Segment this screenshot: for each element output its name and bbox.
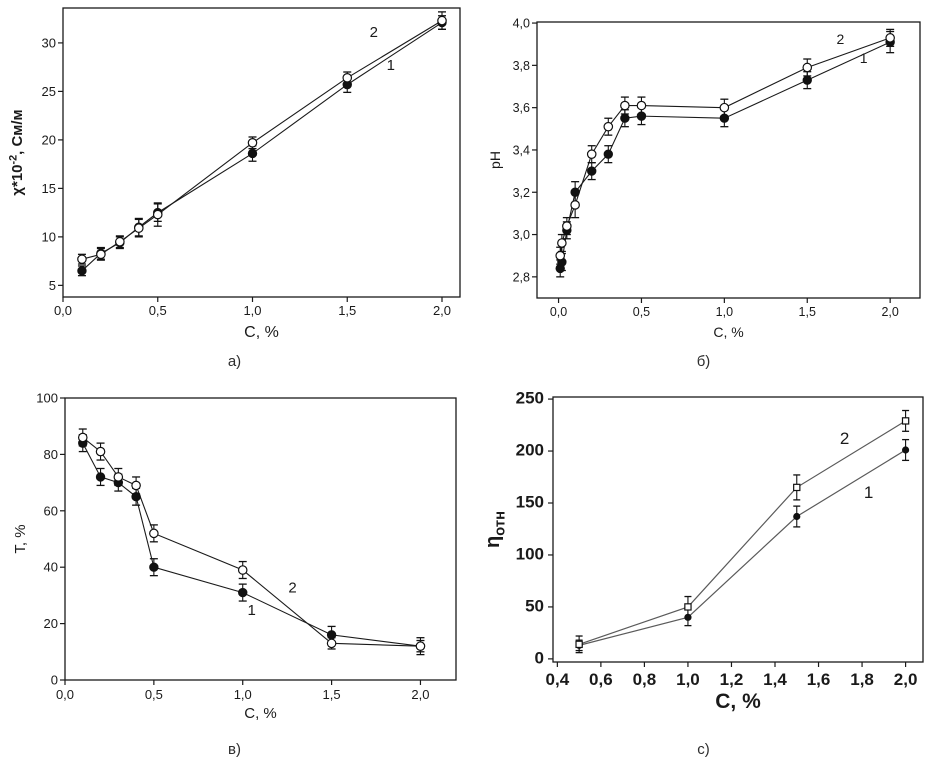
chart-b: 0,0 0,5 1,0 1,5 2,0 2,8 3,0 3,2 3,4 3,6 3,8 4,0 C, %… bbox=[469, 0, 938, 388]
chart-c-plot: 0,4 0,6 0,8 1,0 1,2 1,4 1,6 1,8 2,0 0 50 100 150 200 2… bbox=[482, 389, 924, 713]
svg-text:20: 20 bbox=[42, 132, 56, 147]
svg-text:1: 1 bbox=[387, 57, 395, 74]
chart-b-plot: 0,0 0,5 1,0 1,5 2,0 2,8 3,0 3,2 3,4 3,6 3,8 4,0 C, %… bbox=[487, 17, 921, 340]
svg-text:T, %: T, % bbox=[12, 524, 29, 553]
svg-text:2,8: 2,8 bbox=[513, 270, 530, 284]
svg-text:2,0: 2,0 bbox=[894, 670, 918, 689]
svg-text:4,0: 4,0 bbox=[513, 17, 530, 31]
svg-text:1,4: 1,4 bbox=[763, 670, 787, 689]
chart-b-caption: б) bbox=[696, 353, 711, 370]
svg-text:250: 250 bbox=[516, 389, 544, 408]
svg-text:C, %: C, % bbox=[713, 324, 743, 340]
svg-text:5: 5 bbox=[49, 278, 56, 293]
svg-text:χ*10-2, См/м: χ*10-2, См/м bbox=[7, 109, 26, 195]
svg-text:3,8: 3,8 bbox=[513, 59, 530, 73]
svg-text:3,4: 3,4 bbox=[513, 143, 530, 157]
svg-text:10: 10 bbox=[42, 229, 56, 244]
svg-text:1,5: 1,5 bbox=[323, 687, 341, 702]
chart-v-caption: в) bbox=[228, 741, 241, 758]
chart-a: 0,0 0,5 1,0 1,5 2,0 5 10 15 20 25 30 C, % χ*10-2, См… bbox=[0, 0, 469, 388]
svg-text:15: 15 bbox=[42, 181, 56, 196]
svg-text:0,5: 0,5 bbox=[149, 303, 167, 318]
svg-text:0,4: 0,4 bbox=[546, 670, 570, 689]
svg-text:20: 20 bbox=[44, 616, 58, 631]
svg-text:25: 25 bbox=[42, 84, 56, 99]
svg-text:1,0: 1,0 bbox=[676, 670, 700, 689]
svg-text:1,5: 1,5 bbox=[799, 305, 816, 319]
svg-text:C, %: C, % bbox=[244, 324, 279, 341]
svg-text:0,5: 0,5 bbox=[145, 687, 163, 702]
svg-text:1: 1 bbox=[247, 602, 255, 619]
svg-text:0,8: 0,8 bbox=[633, 670, 657, 689]
svg-text:1,5: 1,5 bbox=[338, 303, 356, 318]
chart-a-plot: 0,0 0,5 1,0 1,5 2,0 5 10 15 20 25 30 C, % χ*10-2, См… bbox=[7, 7, 461, 341]
svg-text:80: 80 bbox=[44, 447, 58, 462]
svg-text:1,2: 1,2 bbox=[720, 670, 744, 689]
svg-text:1,0: 1,0 bbox=[716, 305, 733, 319]
svg-text:1: 1 bbox=[860, 50, 868, 66]
svg-text:2,0: 2,0 bbox=[411, 687, 429, 702]
chart-c: 0,4 0,6 0,8 1,0 1,2 1,4 1,6 1,8 2,0 0 50 100 150 200 2… bbox=[469, 388, 938, 776]
svg-text:ηотн: ηотн bbox=[482, 511, 509, 548]
chart-a-caption: а) bbox=[227, 353, 242, 370]
chart-v-plot: 0,0 0,5 1,0 1,5 2,0 0 20 40 60 80 100 C, % T, % 2 1 bbox=[12, 391, 457, 722]
svg-text:100: 100 bbox=[36, 391, 58, 406]
svg-text:0,0: 0,0 bbox=[550, 305, 567, 319]
svg-text:60: 60 bbox=[44, 503, 58, 518]
svg-text:2: 2 bbox=[837, 31, 845, 47]
svg-text:2: 2 bbox=[840, 429, 849, 448]
svg-text:2: 2 bbox=[288, 580, 296, 597]
svg-text:30: 30 bbox=[42, 35, 56, 50]
svg-text:200: 200 bbox=[516, 441, 544, 460]
svg-text:0,6: 0,6 bbox=[589, 670, 613, 689]
svg-text:100: 100 bbox=[516, 544, 544, 563]
svg-text:2,0: 2,0 bbox=[881, 305, 898, 319]
svg-text:0,5: 0,5 bbox=[633, 305, 650, 319]
svg-text:2,0: 2,0 bbox=[433, 303, 451, 318]
svg-text:1: 1 bbox=[864, 483, 873, 502]
svg-text:1,8: 1,8 bbox=[850, 670, 874, 689]
svg-text:3,6: 3,6 bbox=[513, 101, 530, 115]
svg-text:1,0: 1,0 bbox=[243, 303, 261, 318]
svg-text:C, %: C, % bbox=[244, 705, 277, 722]
chart-v: 0,0 0,5 1,0 1,5 2,0 0 20 40 60 80 100 C, % T, % 2 1 в) bbox=[0, 388, 469, 776]
svg-text:3,2: 3,2 bbox=[513, 186, 530, 200]
svg-text:pH: pH bbox=[487, 151, 503, 169]
svg-text:1,6: 1,6 bbox=[807, 670, 831, 689]
svg-text:50: 50 bbox=[525, 596, 544, 615]
svg-text:0,0: 0,0 bbox=[54, 303, 72, 318]
chart-c-caption: c) bbox=[697, 741, 710, 758]
svg-text:40: 40 bbox=[44, 560, 58, 575]
svg-text:1,0: 1,0 bbox=[234, 687, 252, 702]
svg-text:150: 150 bbox=[516, 493, 544, 512]
svg-text:0,0: 0,0 bbox=[56, 687, 74, 702]
svg-text:C, %: C, % bbox=[715, 690, 761, 713]
svg-text:3,0: 3,0 bbox=[513, 228, 530, 242]
svg-text:0: 0 bbox=[51, 673, 58, 688]
svg-text:2: 2 bbox=[370, 24, 378, 41]
svg-text:0: 0 bbox=[535, 648, 544, 667]
